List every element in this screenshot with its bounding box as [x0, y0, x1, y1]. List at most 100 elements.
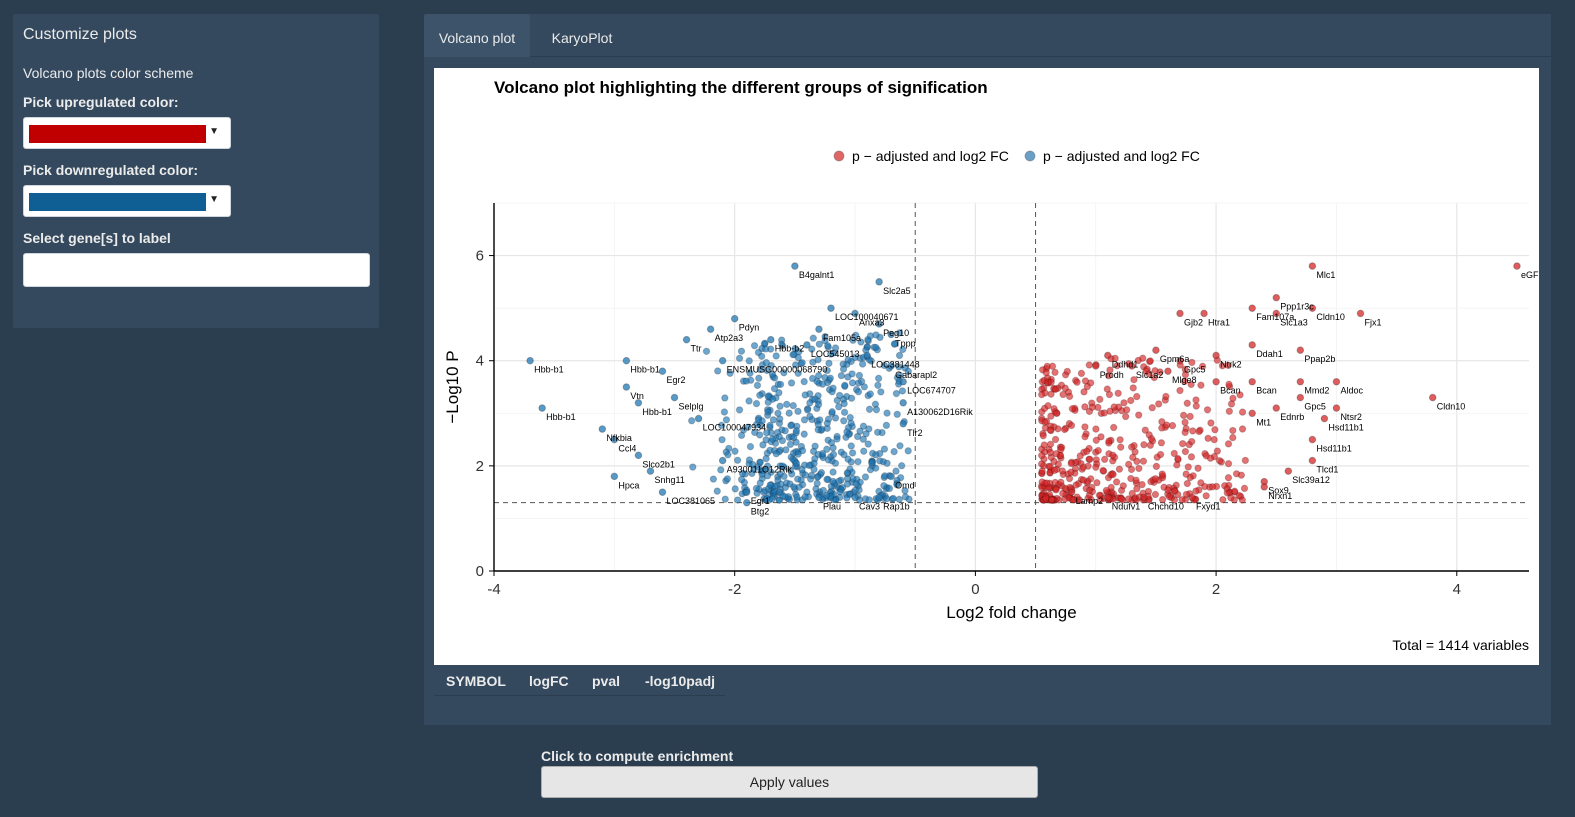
background-point: [1099, 466, 1107, 475]
background-point: [893, 481, 901, 489]
background-point: [801, 493, 809, 501]
background-point: [823, 445, 831, 453]
background-point: [1135, 411, 1143, 419]
background-point: [1237, 471, 1246, 479]
background-point: [768, 370, 777, 378]
data-point: [1428, 393, 1437, 402]
data-point: [610, 435, 619, 444]
column-header-logfc[interactable]: logFC: [529, 673, 569, 689]
data-point: [1200, 309, 1208, 318]
data-point: [1296, 346, 1305, 355]
background-point: [1218, 362, 1227, 370]
chart-title: Volcano plot highlighting the different …: [494, 78, 988, 97]
background-point: [761, 345, 770, 353]
x-tick-label: -4: [487, 581, 500, 598]
background-point: [1060, 425, 1069, 434]
background-point: [1076, 452, 1084, 460]
background-point: [1178, 495, 1186, 504]
background-point: [772, 450, 780, 458]
column-header-symbol[interactable]: SYMBOL: [446, 673, 506, 689]
point-label: Ednrb: [1280, 412, 1304, 422]
y-tick-label: 6: [476, 248, 484, 265]
background-point: [835, 403, 843, 411]
point-label: Plau: [823, 501, 841, 511]
background-point: [1184, 463, 1192, 471]
background-point: [823, 419, 831, 427]
upregulated-color-picker[interactable]: ▼: [23, 117, 231, 149]
point-label: Tlcd1: [1316, 465, 1338, 475]
background-point: [754, 416, 763, 424]
gene-select-label: Select gene[s] to label: [23, 230, 171, 246]
point-label: Aldoc: [1340, 386, 1363, 396]
background-point: [794, 407, 802, 416]
background-point: [1213, 447, 1222, 455]
background-point: [1208, 483, 1217, 491]
background-point: [1229, 426, 1237, 435]
background-point: [1135, 464, 1143, 473]
data-point: [1308, 262, 1317, 270]
upregulated-color-label: Pick upregulated color:: [23, 94, 179, 110]
background-point: [1038, 467, 1046, 475]
y-axis-label: −Log10 P: [443, 350, 462, 423]
background-point: [1182, 490, 1191, 499]
data-point: [658, 488, 667, 496]
background-point: [893, 373, 902, 382]
background-point: [1145, 370, 1153, 378]
background-point: [1148, 404, 1156, 412]
background-point: [809, 334, 818, 342]
point-label: Hbb-b1: [546, 412, 576, 422]
background-point: [852, 480, 860, 488]
point-label: Lamp2: [1076, 496, 1104, 506]
background-point: [872, 451, 880, 459]
background-point: [811, 395, 819, 403]
data-point: [875, 320, 883, 328]
point-label: Anxa3: [859, 317, 885, 327]
background-point: [713, 487, 721, 495]
background-point: [794, 450, 802, 458]
background-point: [1235, 491, 1243, 500]
background-point: [1225, 407, 1234, 415]
background-point: [794, 353, 803, 362]
background-point: [1102, 486, 1111, 495]
background-point: [786, 440, 795, 449]
point-label: Nrxn1: [1268, 491, 1292, 501]
background-point: [1114, 389, 1122, 397]
tab-volcano-plot[interactable]: Volcano plot: [424, 14, 530, 57]
background-point: [1188, 358, 1196, 367]
background-point: [1083, 382, 1092, 391]
background-point: [846, 490, 854, 498]
background-point: [1187, 453, 1196, 461]
background-point: [1040, 441, 1048, 449]
gene-select-input[interactable]: [23, 253, 370, 287]
background-point: [1173, 461, 1181, 469]
column-header-log10padj[interactable]: -log10padj: [645, 673, 716, 689]
background-point: [872, 405, 881, 414]
point-label: Htra1: [1208, 317, 1230, 327]
background-point: [1230, 487, 1239, 495]
background-point: [843, 428, 851, 436]
background-point: [897, 462, 906, 470]
downregulated-color-picker[interactable]: ▼: [23, 185, 231, 217]
background-point: [854, 388, 863, 396]
background-point: [1088, 403, 1097, 411]
apply-values-button[interactable]: Apply values: [541, 766, 1038, 798]
background-point: [904, 367, 913, 375]
data-point: [803, 341, 811, 349]
background-point: [1224, 440, 1233, 448]
point-label: Egr2: [666, 375, 685, 385]
background-point: [776, 380, 785, 389]
data-point: [1140, 493, 1148, 502]
background-point: [1092, 425, 1100, 433]
point-label: Cav3: [859, 501, 880, 511]
background-point: [1151, 474, 1160, 483]
tab-karyoplot[interactable]: KaryoPlot: [551, 30, 613, 46]
background-point: [1176, 386, 1184, 395]
background-point: [864, 440, 872, 448]
point-label: LOC100047934: [703, 423, 767, 433]
background-point: [1140, 441, 1148, 449]
point-label: LOC381065: [666, 496, 715, 506]
background-point: [1037, 390, 1046, 399]
background-point: [746, 369, 754, 377]
column-header-pval[interactable]: pval: [592, 673, 621, 689]
point-label: Bcan: [1256, 386, 1277, 396]
